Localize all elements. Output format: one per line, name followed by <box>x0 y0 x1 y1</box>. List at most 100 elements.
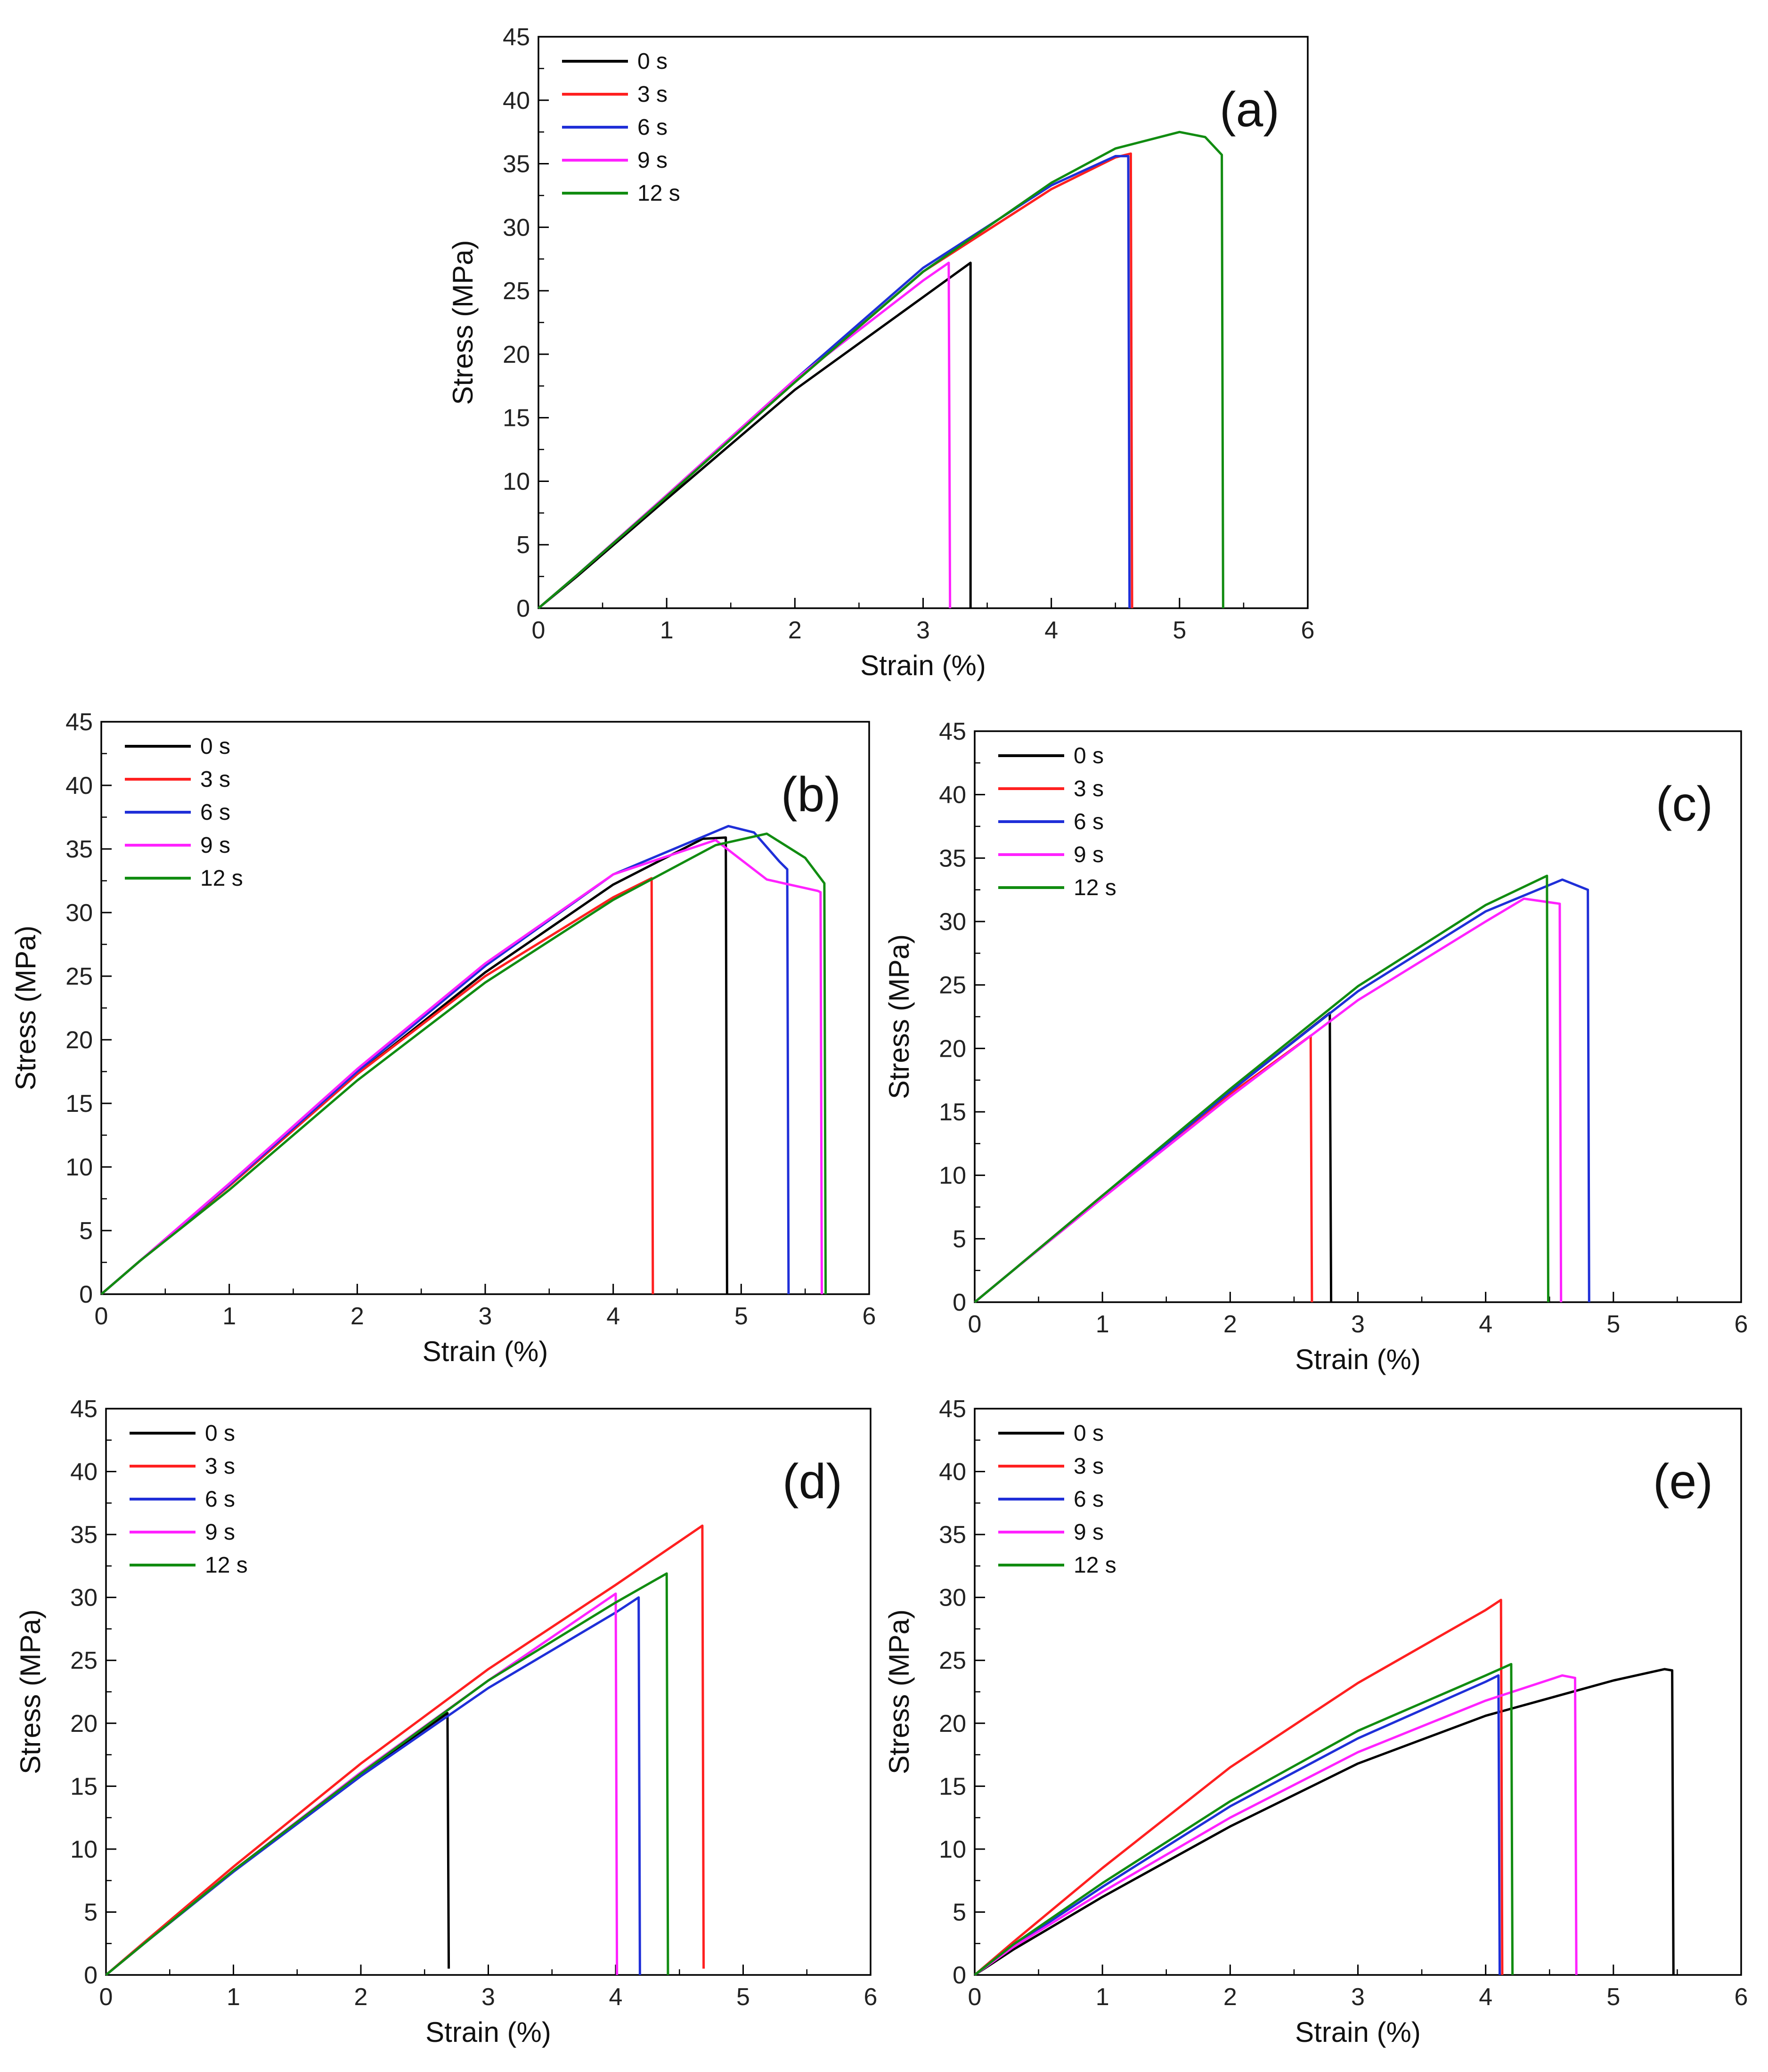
x-tick-label: 3 <box>479 1303 492 1330</box>
legend-label: 3 s <box>1074 1454 1104 1479</box>
x-tick-label: 5 <box>1173 617 1186 644</box>
x-tick-label: 5 <box>734 1303 748 1330</box>
y-tick-label: 10 <box>70 1836 98 1863</box>
y-tick-label: 5 <box>79 1217 93 1245</box>
series-line-9s <box>100 839 823 1295</box>
x-tick-label: 0 <box>968 1311 982 1338</box>
x-axis-title: Strain (%) <box>1295 2016 1421 2048</box>
x-tick-label: 1 <box>1096 1983 1109 2011</box>
x-tick-label: 5 <box>736 1983 750 2011</box>
y-tick-label: 0 <box>79 1281 93 1308</box>
series-line-0s <box>105 1712 450 1976</box>
series-line-3s <box>105 1524 705 1976</box>
x-tick-label: 6 <box>864 1983 878 2011</box>
legend-label: 9 s <box>200 833 230 858</box>
y-tick-label: 15 <box>939 1773 966 1800</box>
legend-label: 12 s <box>200 866 243 891</box>
y-tick-label: 10 <box>503 468 530 495</box>
y-tick-label: 25 <box>503 277 530 305</box>
series-line-0s <box>100 836 728 1295</box>
legend-label: 6 s <box>637 115 668 140</box>
x-axis-title: Strain (%) <box>425 2016 551 2048</box>
x-tick-label: 3 <box>1351 1983 1365 2011</box>
series-line-3s <box>538 152 1133 609</box>
series-line-9s <box>974 897 1563 1303</box>
y-tick-label: 30 <box>70 1584 98 1612</box>
x-tick-label: 5 <box>1606 1983 1620 2011</box>
legend-label: 3 s <box>637 82 668 107</box>
x-tick-label: 4 <box>1479 1311 1492 1338</box>
legend-label: 3 s <box>1074 776 1104 801</box>
panel-label: (a) <box>1220 82 1279 137</box>
y-tick-label: 25 <box>939 1647 966 1674</box>
x-tick-label: 2 <box>1223 1311 1237 1338</box>
panel-label: (c) <box>1656 777 1713 832</box>
series-line-6s <box>100 824 790 1295</box>
legend-label: 12 s <box>1074 875 1116 900</box>
legend-label: 3 s <box>200 767 230 792</box>
legend-label: 3 s <box>205 1454 235 1479</box>
x-tick-label: 6 <box>1735 1983 1748 2011</box>
x-tick-label: 4 <box>1479 1983 1492 2011</box>
series-line-6s <box>538 155 1131 609</box>
x-tick-label: 0 <box>968 1983 982 2011</box>
x-tick-label: 1 <box>227 1983 240 2011</box>
y-tick-label: 25 <box>70 1647 98 1674</box>
series-line-0s <box>974 1668 1675 1976</box>
y-tick-label: 40 <box>65 772 93 799</box>
legend-label: 9 s <box>1074 1520 1104 1545</box>
y-tick-label: 30 <box>65 899 93 927</box>
y-tick-label: 45 <box>503 24 530 51</box>
legend-label: 9 s <box>637 148 668 173</box>
y-tick-label: 20 <box>70 1710 98 1738</box>
x-tick-label: 5 <box>1606 1311 1620 1338</box>
x-tick-label: 0 <box>95 1303 108 1330</box>
series-line-12s <box>538 131 1224 609</box>
y-tick-label: 5 <box>516 531 530 559</box>
legend-label: 0 s <box>637 49 668 74</box>
legend-label: 12 s <box>1074 1553 1116 1578</box>
y-tick-label: 45 <box>939 1395 966 1423</box>
y-tick-label: 5 <box>953 1225 966 1253</box>
y-tick-label: 10 <box>939 1836 966 1863</box>
y-tick-label: 25 <box>939 972 966 999</box>
series-line-12s <box>105 1572 669 1976</box>
x-axis-title: Strain (%) <box>423 1336 548 1367</box>
x-tick-label: 6 <box>1301 617 1315 644</box>
x-tick-label: 2 <box>350 1303 364 1330</box>
y-axis-title: Stress (MPa) <box>883 934 915 1099</box>
y-tick-label: 40 <box>503 87 530 114</box>
x-axis-title: Strain (%) <box>1295 1344 1421 1375</box>
legend-label: 6 s <box>1074 809 1104 834</box>
y-tick-label: 10 <box>65 1154 93 1181</box>
x-tick-label: 2 <box>354 1983 368 2011</box>
y-tick-label: 5 <box>953 1899 966 1926</box>
y-axis-title: Stress (MPa) <box>447 240 479 405</box>
x-tick-label: 3 <box>481 1983 495 2011</box>
series-line-12s <box>974 874 1549 1303</box>
y-tick-label: 15 <box>65 1090 93 1118</box>
legend-label: 12 s <box>637 181 680 206</box>
y-tick-label: 25 <box>65 963 93 990</box>
legend-label: 6 s <box>1074 1487 1104 1512</box>
y-tick-label: 45 <box>939 718 966 745</box>
y-tick-label: 0 <box>953 1962 966 1989</box>
series-line-3s <box>974 1034 1313 1303</box>
legend-label: 0 s <box>1074 1421 1104 1446</box>
x-tick-label: 3 <box>1351 1311 1365 1338</box>
x-tick-label: 0 <box>532 617 546 644</box>
series-line-0s <box>538 261 972 609</box>
x-tick-label: 0 <box>99 1983 113 2011</box>
y-tick-label: 0 <box>953 1289 966 1316</box>
legend-label: 0 s <box>1074 743 1104 768</box>
y-tick-label: 10 <box>939 1162 966 1190</box>
legend-label: 6 s <box>200 800 230 825</box>
y-tick-label: 15 <box>939 1099 966 1126</box>
y-tick-label: 45 <box>70 1395 98 1423</box>
series-line-6s <box>974 878 1590 1303</box>
